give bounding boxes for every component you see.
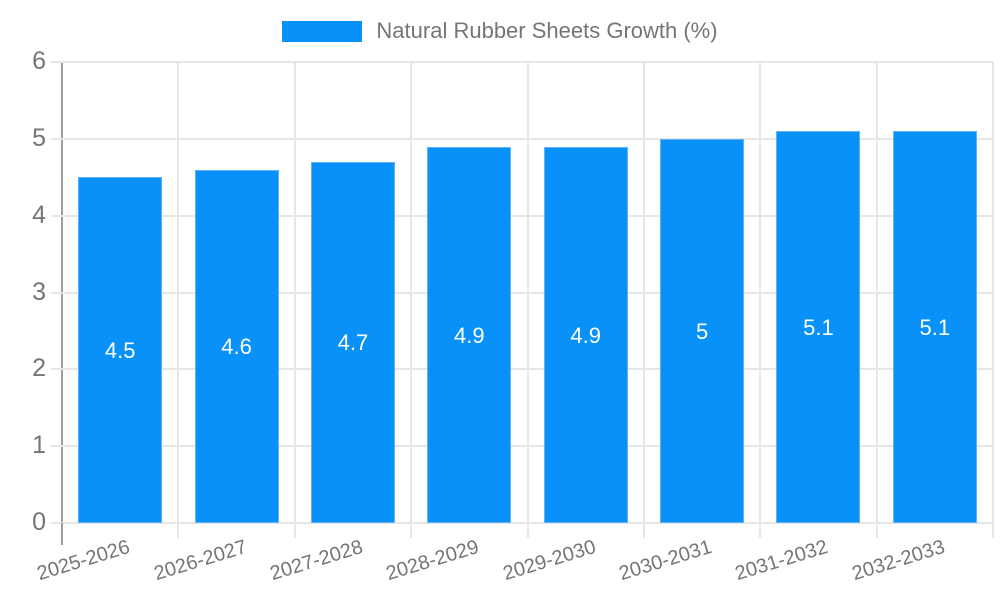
bar-2032-2033[interactable]: 5.1 [892, 131, 977, 523]
legend[interactable]: Natural Rubber Sheets Growth (%) [0, 18, 1000, 44]
y-axis-tick-label-2: 2 [32, 354, 46, 383]
bar-2028-2029[interactable]: 4.9 [427, 146, 512, 523]
bar-2030-2031[interactable]: 5 [660, 138, 745, 523]
bar-value-label-2027-2028: 4.7 [337, 330, 369, 356]
gridline-y-6 [51, 61, 993, 63]
gridline-x-5 [642, 62, 645, 523]
gridline-x-8 [992, 62, 994, 523]
gridline-x-1 [177, 62, 180, 523]
x-axis-tick-5 [642, 523, 645, 538]
bar-2026-2027[interactable]: 4.6 [194, 169, 279, 523]
x-axis-tick-6 [759, 523, 762, 538]
gridline-y-4 [51, 214, 993, 217]
y-axis-line [61, 62, 63, 545]
bar-value-label-2025-2026: 4.5 [104, 338, 136, 364]
bar-value-label-2032-2033: 5.1 [919, 315, 951, 341]
gridline-x-7 [875, 62, 878, 523]
x-axis-tick-2 [293, 523, 296, 538]
gridline-y-5 [51, 137, 993, 140]
bar-2031-2032[interactable]: 5.1 [776, 131, 861, 523]
y-axis-tick-label-5: 5 [32, 123, 46, 152]
gridline-y-0 [51, 522, 993, 524]
bar-value-label-2029-2030: 4.9 [570, 322, 601, 348]
x-axis-tick-4 [526, 523, 529, 538]
bar-value-label-2026-2027: 4.6 [221, 334, 252, 360]
legend-label: Natural Rubber Sheets Growth (%) [376, 18, 718, 43]
x-axis-tick-7 [875, 523, 878, 538]
y-axis-tick-label-1: 1 [32, 431, 46, 460]
x-axis-tick-8 [992, 523, 994, 538]
plot-area: 0 1 2 3 4 5 6 4.5 2025-2026 4.6 2026-2027 4.7 2027-2… [32, 49, 994, 585]
y-axis-tick-label-3: 3 [32, 277, 46, 306]
bar-2027-2028[interactable]: 4.7 [310, 161, 395, 523]
y-axis-tick-label-4: 4 [32, 200, 46, 229]
gridline-x-4 [526, 62, 529, 523]
x-axis-tick-1 [177, 523, 180, 538]
gridline-x-3 [410, 62, 413, 523]
y-axis-tick-label-6: 6 [32, 47, 46, 75]
bar-value-label-2031-2032: 5.1 [803, 315, 834, 341]
gridline-y-3 [51, 291, 993, 294]
legend-swatch-icon [282, 20, 363, 42]
gridline-x-6 [759, 62, 762, 523]
y-axis-tick-label-0: 0 [32, 508, 46, 536]
gridline-y-1 [51, 445, 993, 448]
bar-2025-2026[interactable]: 4.5 [78, 177, 163, 523]
bar-2029-2030[interactable]: 4.9 [543, 146, 628, 523]
gridline-y-2 [51, 368, 993, 371]
x-axis-tick-0 [61, 523, 63, 538]
gridline-x-2 [293, 62, 296, 523]
bar-value-label-2030-2031: 5 [695, 318, 709, 344]
x-axis-tick-3 [410, 523, 413, 538]
bar-value-label-2028-2029: 4.9 [454, 322, 485, 348]
